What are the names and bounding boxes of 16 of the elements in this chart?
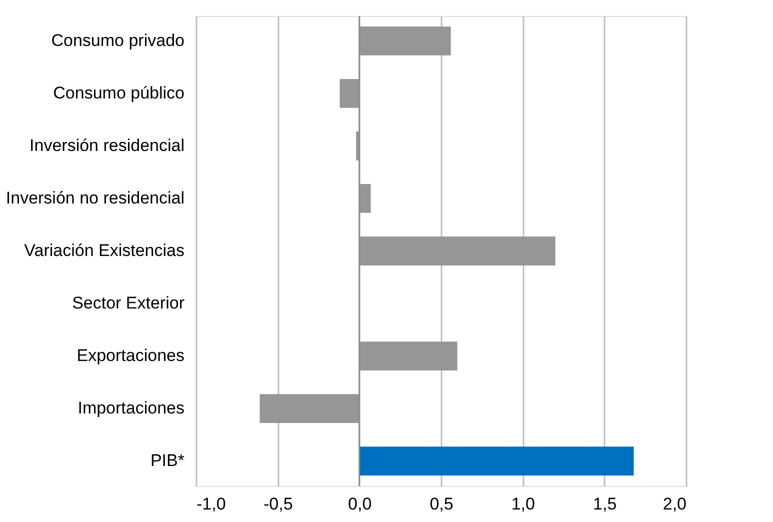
x-tick-label: 2,0 [662, 494, 686, 514]
y-tick-label: Inversión residencial [30, 136, 184, 155]
x-tick-label: 0,5 [430, 494, 454, 514]
y-tick-label: PIB* [150, 451, 185, 470]
y-tick-label: Exportaciones [76, 346, 184, 366]
y-tick-label: Importaciones [78, 398, 184, 418]
x-tick-label: 0,0 [348, 494, 372, 514]
y-tick-label: Variación Existencias [24, 241, 184, 260]
x-tick-label: 1,5 [593, 494, 617, 514]
y-tick-label: Consumo privado [51, 30, 184, 50]
y-tick-label: Sector Exterior [72, 294, 185, 313]
x-tick-label: -1,0 [196, 494, 226, 514]
y-tick-label: Consumo público [53, 83, 184, 102]
x-tick-label: -0,5 [264, 494, 293, 514]
x-tick-label: 1,0 [511, 494, 535, 514]
y-tick-label: Inversión no residencial [6, 188, 184, 208]
